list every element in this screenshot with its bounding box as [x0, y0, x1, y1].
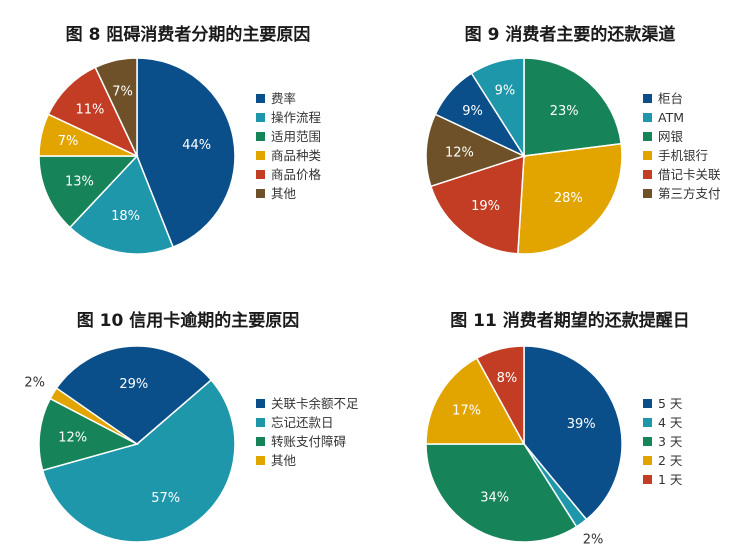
- legend-swatch: [643, 418, 652, 427]
- legend-swatch: [256, 189, 265, 198]
- legend-label: 网银: [658, 129, 684, 144]
- legend-swatch: [643, 113, 652, 122]
- data-label: 7%: [112, 85, 133, 100]
- pie-chart-fig9: 图 9 消费者主要的还款渠道 23% 28% 19% 12% 9% 9% 柜台 ATM 网银手机银…: [425, 24, 721, 255]
- pie-slice: [517, 142, 623, 255]
- legend-label: 2 天: [658, 453, 683, 468]
- legend-swatch: [643, 475, 652, 484]
- pie-slice: [38, 397, 140, 472]
- chart-title: 图 11 消费者期望的还款提醒日: [450, 310, 690, 331]
- legend-label: 借记卡关联: [658, 167, 721, 182]
- pie-slice: [68, 154, 175, 255]
- pie-slice: [523, 57, 623, 157]
- data-label: 34%: [480, 491, 509, 506]
- legend-swatch: [256, 399, 265, 408]
- data-label: 57%: [151, 491, 180, 506]
- legend-swatch: [643, 132, 652, 141]
- legend-swatch: [643, 456, 652, 465]
- legend-label: 4 天: [658, 415, 683, 430]
- data-label: 28%: [554, 191, 583, 206]
- legend-label: 3 天: [658, 434, 683, 449]
- pie-slice: [429, 154, 525, 255]
- legend-swatch: [256, 113, 265, 122]
- legend-label: 转账支付障碍: [271, 434, 346, 449]
- legend-label: 第三方支付: [658, 186, 721, 201]
- data-label: 11%: [75, 102, 104, 117]
- legend-label: 适用范围: [271, 129, 321, 144]
- legend-swatch: [256, 151, 265, 160]
- data-label: 44%: [182, 138, 211, 153]
- legend-swatch: [643, 170, 652, 179]
- legend-swatch: [256, 132, 265, 141]
- legend-swatch: [256, 456, 265, 465]
- pie-slice: [47, 66, 139, 158]
- chart-title: 图 8 阻碍消费者分期的主要原因: [66, 24, 311, 45]
- legend-label: ATM: [658, 110, 684, 125]
- pie-slice: [425, 357, 526, 445]
- data-label: 12%: [445, 145, 474, 160]
- legend-swatch: [256, 418, 265, 427]
- legend-swatch: [643, 94, 652, 103]
- chart-title: 图 10 信用卡逾期的主要原因: [77, 310, 300, 331]
- pie-slice: [475, 345, 525, 445]
- chart-title: 图 9 消费者主要的还款渠道: [465, 24, 676, 45]
- data-label: 7%: [58, 134, 79, 149]
- legend-swatch: [643, 189, 652, 198]
- pie-slice: [94, 57, 138, 157]
- legend-swatch: [643, 151, 652, 160]
- data-label: 29%: [119, 377, 148, 392]
- pie-slice: [38, 155, 139, 229]
- data-label: 2%: [24, 376, 45, 391]
- legend-swatch: [643, 399, 652, 408]
- data-label: 13%: [65, 174, 94, 189]
- data-label: 19%: [471, 199, 500, 214]
- legend-swatch: [643, 437, 652, 446]
- pie-chart-fig10: 图 10 信用卡逾期的主要原因 57% 12% 2% 29% 关联卡余额不足忘记还款日转账…: [24, 310, 359, 543]
- data-label: 17%: [452, 404, 481, 419]
- legend-label: 费率: [271, 91, 296, 106]
- pie-slice: [425, 113, 527, 188]
- pie-chart-fig8: 图 8 阻碍消费者分期的主要原因 44% 18% 13% 7% 11% 7% 费率操作流程适用…: [38, 24, 322, 255]
- pie-chart-fig11: 图 11 消费者期望的还款提醒日 39% 2% 34% 17% 8% 5 天 4 天 3 天 2 …: [425, 310, 690, 548]
- data-label: 23%: [550, 104, 579, 119]
- data-label: 9%: [495, 84, 516, 99]
- legend-label: 其他: [271, 453, 297, 468]
- data-label: 12%: [58, 431, 87, 446]
- data-label: 18%: [111, 209, 140, 224]
- data-label: 8%: [497, 371, 518, 386]
- legend-label: 1 天: [658, 472, 683, 487]
- legend-swatch: [256, 94, 265, 103]
- legend-label: 操作流程: [271, 110, 322, 125]
- pie-slice: [55, 345, 213, 445]
- pie-slice: [470, 57, 525, 159]
- legend-swatch: [256, 170, 265, 179]
- pie-slice: [523, 345, 623, 521]
- pie-slice: [425, 443, 578, 543]
- data-label: 9%: [462, 104, 483, 119]
- legend-label: 商品价格: [271, 167, 322, 182]
- pie-slice: [136, 57, 236, 249]
- pie-slice: [41, 378, 236, 543]
- legend-label: 关联卡余额不足: [271, 396, 359, 411]
- legend-label: 忘记还款日: [271, 415, 334, 430]
- legend-swatch: [256, 437, 265, 446]
- legend-label: 其他: [271, 186, 297, 201]
- legend-label: 柜台: [658, 91, 683, 106]
- data-label: 2%: [583, 533, 604, 548]
- legend-label: 5 天: [658, 396, 683, 411]
- data-label: 39%: [567, 417, 596, 432]
- legend-label: 手机银行: [658, 148, 708, 163]
- legend-label: 商品种类: [271, 148, 322, 163]
